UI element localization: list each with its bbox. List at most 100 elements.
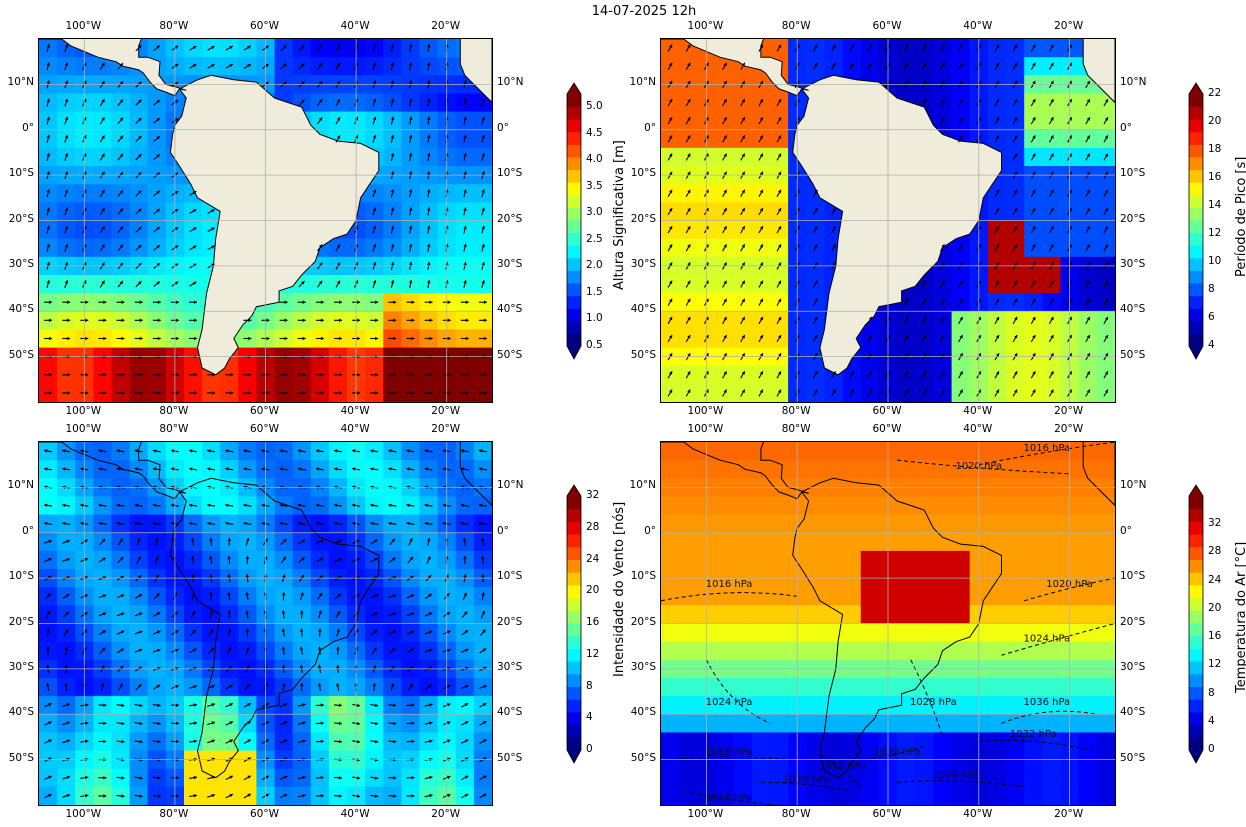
peak-period-map (660, 38, 1116, 403)
air-temperature-colorbar-tick-4: 16 (1208, 630, 1222, 643)
air-temperature-colorbar-label: Temperatura do Ar [°C] (1234, 541, 1246, 693)
wind-speed-lon-tick-bottom-1: 80°W (159, 808, 189, 820)
wind-speed-lon-tick-bottom-4: 20°W (431, 808, 461, 820)
air-temperature-lat-tick-left-5: 40°S (630, 706, 656, 719)
significant-wave-height-lon-tick-bottom-2: 60°W (250, 405, 279, 417)
significant-wave-height-lon-tick-bottom-4: 20°W (431, 405, 461, 417)
wind-speed-colorbar-tick-3: 12 (586, 647, 600, 660)
wind-speed-lat-tick-left-6: 50°S (8, 751, 34, 764)
significant-wave-height-land-1 (39, 39, 187, 97)
wind-speed-colorbar-tick-5: 20 (586, 584, 600, 597)
air-temperature-isobar-label-2: 1016 hPa (1024, 443, 1071, 454)
air-temperature-lat-tick-right-4: 30°S (1120, 660, 1146, 673)
peak-period-land-2 (1082, 39, 1115, 104)
significant-wave-height-land-2 (459, 39, 492, 104)
air-temperature-lat-tick-right-6: 50°S (1120, 751, 1146, 764)
peak-period-lat-tick-left-1: 0° (644, 121, 656, 134)
air-temperature-isobar-label-6: 1028 hPa (910, 697, 957, 708)
wind-speed-lat-tick-left-2: 10°S (8, 570, 34, 583)
wind-speed-colorbar (566, 484, 582, 764)
air-temperature-colorbar-tick-5: 20 (1208, 601, 1222, 614)
significant-wave-height-colorbar-tick-4: 2.5 (586, 232, 603, 245)
peak-period-lat-tick-left-6: 50°S (630, 348, 656, 361)
air-temperature-lon-tick-top-0: 100°W (687, 423, 724, 435)
peak-period-land-1 (661, 39, 809, 97)
air-temperature-isobar-label-10: 1020 hPa (783, 774, 830, 785)
significant-wave-height-lat-tick-right-6: 50°S (497, 348, 523, 361)
wind-speed-colorbar-tick-8: 32 (586, 489, 600, 501)
air-temperature-lon-tick-bottom-2: 60°W (872, 808, 902, 820)
air-temperature-colorbar-tick-1: 4 (1208, 714, 1215, 727)
wind-speed-coast-1 (39, 442, 187, 500)
significant-wave-height-lat-tick-right-1: 0° (497, 121, 509, 134)
air-temperature-isobar-10 (760, 781, 852, 792)
peak-period-colorbar-tick-5: 14 (1208, 199, 1222, 211)
air-temperature-isobar-11 (683, 790, 775, 805)
wind-speed-colorbar-tick-1: 4 (586, 711, 593, 724)
wind-speed-lat-tick-left-3: 20°S (8, 615, 34, 628)
wind-speed-lon-tick-top-3: 40°W (340, 423, 370, 435)
peak-period-colorbar (1188, 82, 1204, 360)
significant-wave-height-colorbar-min (567, 346, 581, 359)
peak-period-arrows (667, 44, 1109, 397)
air-temperature-grid (661, 442, 1115, 805)
peak-period-colorbar-tick-9: 22 (1208, 87, 1222, 99)
significant-wave-height-lat-tick-right-4: 30°S (497, 257, 523, 270)
air-temperature-colorbar-max (1189, 485, 1203, 496)
air-temperature-colorbar-min (1189, 750, 1203, 763)
peak-period-colorbar-tick-0: 4 (1208, 339, 1215, 351)
air-temperature-coast-2 (1082, 442, 1115, 507)
air-temperature-lon-tick-bottom-1: 80°W (781, 808, 811, 820)
air-temperature-coast-1 (661, 442, 809, 500)
air-temperature-isobar-2 (978, 442, 1115, 466)
wind-speed-lat-tick-right-6: 50°S (497, 751, 523, 764)
air-temperature-lat-tick-right-1: 0° (1120, 524, 1132, 537)
air-temperature-colorbar-tick-0: 0 (1208, 743, 1215, 755)
significant-wave-height-lon-tick-top-1: 80°W (159, 20, 189, 32)
peak-period-lat-tick-right-5: 40°S (1120, 303, 1146, 316)
significant-wave-height-lat-tick-left-3: 20°S (8, 212, 34, 225)
wind-speed-colorbar-min (567, 750, 581, 763)
peak-period-lon-tick-bottom-2: 60°W (872, 405, 902, 417)
wind-speed-lon-tick-bottom-0: 100°W (65, 808, 102, 820)
significant-wave-height-colorbar-tick-6: 3.5 (586, 179, 603, 192)
peak-period-colorbar-tick-7: 18 (1208, 143, 1222, 155)
wind-speed-lat-tick-left-5: 40°S (8, 706, 34, 719)
significant-wave-height-colorbar-max (567, 83, 581, 94)
peak-period-lon-tick-bottom-4: 20°W (1054, 405, 1084, 417)
air-temperature-colorbar-tick-3: 12 (1208, 658, 1222, 671)
significant-wave-height-colorbar-tick-2: 1.5 (586, 285, 603, 298)
wind-speed-lat-tick-right-0: 10°N (497, 479, 524, 492)
air-temperature-lat-tick-left-1: 0° (644, 524, 656, 537)
air-temperature-lon-tick-bottom-4: 20°W (1054, 808, 1084, 820)
air-temperature-lon-tick-top-4: 20°W (1054, 423, 1084, 435)
wind-speed-map (38, 441, 493, 806)
wind-speed-colorbar-tick-4: 16 (586, 616, 600, 628)
peak-period-colorbar-tick-1: 6 (1208, 311, 1215, 323)
peak-period-colorbar-max (1189, 83, 1203, 94)
wind-speed-colorbar-tick-7: 28 (586, 520, 600, 533)
air-temperature-isobar-1 (897, 459, 1070, 475)
significant-wave-height-map-svg (39, 39, 492, 402)
air-temperature-isobar-label-4: 1024 hPa (1024, 634, 1071, 645)
significant-wave-height-lon-tick-bottom-3: 40°W (340, 405, 370, 417)
air-temperature-isobar-13 (865, 745, 925, 761)
peak-period-colorbar-label: Período de Pico [s] (1234, 156, 1246, 277)
significant-wave-height-colorbar-tick-3: 2.0 (586, 259, 603, 272)
air-temperature-isobar-7 (1001, 710, 1097, 724)
peak-period-lat-tick-left-0: 10°N (629, 76, 656, 89)
significant-wave-height-lat-tick-left-4: 30°S (8, 257, 34, 270)
wind-speed-lat-tick-right-2: 10°S (497, 570, 523, 583)
peak-period-lon-tick-top-0: 100°W (687, 20, 724, 32)
wind-speed-grid (39, 442, 492, 805)
significant-wave-height-colorbar-tick-9: 5.0 (586, 100, 603, 113)
air-temperature-isobar-label-14: 1016 hPa (933, 770, 980, 781)
air-temperature-isobar-8 (978, 739, 1093, 752)
air-temperature-isobar-label-7: 1036 hPa (1024, 697, 1071, 708)
peak-period-lat-tick-left-2: 10°S (630, 167, 656, 180)
air-temperature-lat-tick-right-5: 40°S (1120, 706, 1146, 719)
peak-period-lat-tick-right-0: 10°N (1120, 76, 1147, 89)
air-temperature-lat-tick-left-3: 20°S (630, 615, 656, 628)
air-temperature-lon-tick-top-3: 40°W (963, 423, 993, 435)
air-temperature-lat-tick-right-0: 10°N (1120, 479, 1147, 492)
